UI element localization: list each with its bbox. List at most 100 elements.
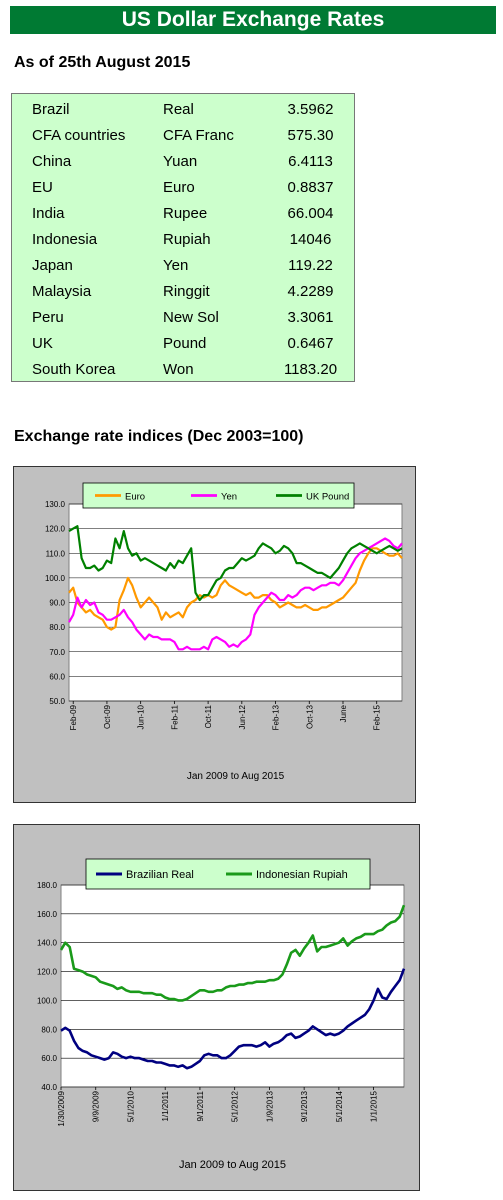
exchange-rates-table: Brazil Real 3.5962 CFA countries CFA Franc 57… — [11, 93, 355, 382]
x-tick-label: Oct-13 — [305, 704, 314, 729]
currency-cell: Won — [163, 360, 194, 378]
series-line-uk-pound — [68, 525, 403, 602]
rate-row: UK Pound 0.6467 — [12, 330, 354, 356]
currency-cell: Yen — [163, 256, 189, 274]
x-tick-label: Jun-10 — [137, 704, 146, 729]
rate-cell: 14046 — [289, 230, 332, 248]
y-tick-label: 90.0 — [49, 599, 65, 608]
legend-box — [82, 482, 355, 509]
x-tick-label: Feb-09 — [69, 704, 78, 730]
x-tick-label: 1/1/2015 — [370, 1090, 379, 1122]
rate-cell: 3.3061 — [287, 308, 334, 326]
chart-2-svg: 180.0 160.0 140.0 120.0 100.0 80.0 60.0 40.01/3… — [37, 858, 406, 1171]
series-line-yen — [68, 537, 403, 651]
x-tick-label: 9/9/2009 — [92, 1090, 101, 1122]
y-tick-label: 80.0 — [41, 1025, 57, 1034]
country-cell: South Korea — [32, 360, 116, 378]
country-cell: India — [32, 204, 65, 222]
exchange-rate-indices-chart: 130.0 120.0 110.0 100.0 90.0 80.0 70.0 60.0 50.0… — [13, 466, 416, 803]
y-tick-label: 100.0 — [37, 996, 58, 1005]
y-tick-label: 60.0 — [49, 672, 65, 681]
rate-cell: 0.8837 — [287, 178, 334, 196]
series-line-euro — [68, 547, 403, 631]
y-tick-label: 100.0 — [45, 574, 66, 583]
rate-row: EU Euro 0.8837 — [12, 174, 354, 200]
country-cell: Brazil — [32, 100, 70, 118]
y-tick-label: 80.0 — [49, 623, 65, 632]
y-tick-label: 120.0 — [37, 968, 58, 977]
country-cell: Peru — [32, 308, 64, 326]
x-tick-label: Jun-12 — [238, 704, 247, 729]
x-tick-label: Feb-13 — [272, 704, 281, 730]
series-line-brazilian-real — [60, 968, 406, 1070]
y-tick-label: 50.0 — [49, 697, 65, 706]
x-tick-label: 1/30/2009 — [57, 1090, 66, 1126]
y-tick-label: 130.0 — [45, 500, 66, 509]
country-cell: UK — [32, 334, 53, 352]
legend-label: Euro — [125, 492, 145, 503]
rate-row: Malaysia Ringgit 4.2289 — [12, 278, 354, 304]
country-cell: Indonesia — [32, 230, 98, 248]
x-tick-label: Feb-15 — [373, 704, 382, 730]
x-tick-label: June — [339, 704, 348, 722]
x-tick-label: 9/1/2013 — [300, 1090, 309, 1122]
rate-cell: 4.2289 — [287, 282, 334, 300]
rate-row: China Yuan 6.4113 — [12, 148, 354, 174]
rate-row: CFA countries CFA Franc 575.30 — [12, 122, 354, 148]
rate-row: Indonesia Rupiah 14046 — [12, 226, 354, 252]
real-rupiah-chart: 180.0 160.0 140.0 120.0 100.0 80.0 60.0 40.0 1/3… — [13, 824, 420, 1191]
series-line-indonesian-rupiah — [59, 904, 406, 1002]
currency-cell: Ringgit — [163, 282, 210, 300]
rate-row: Peru New Sol 3.3061 — [12, 304, 354, 330]
rate-row: India Rupee 66.004 — [12, 200, 354, 226]
rate-row: South Korea Won 1183.20 — [12, 356, 354, 382]
country-cell: EU — [32, 178, 53, 196]
rate-cell: 1183.20 — [283, 360, 338, 378]
legend-label: UK Pound — [306, 492, 349, 503]
country-cell: Malaysia — [32, 282, 92, 300]
page-title: US Dollar Exchange Rates — [10, 6, 496, 34]
y-tick-label: 180.0 — [37, 881, 58, 890]
x-tick-label: Oct-11 — [204, 704, 213, 728]
y-tick-label: 120.0 — [45, 525, 66, 534]
legend-label: Brazilian Real — [126, 869, 194, 881]
x-axis-title: Jan 2009 to Aug 2015 — [179, 1159, 286, 1171]
as-of-date: As of 25th August 2015 — [14, 54, 191, 71]
country-cell: China — [32, 152, 72, 170]
x-tick-label: 1/9/2013 — [265, 1090, 274, 1122]
y-tick-label: 70.0 — [49, 648, 65, 657]
currency-cell: Pound — [163, 334, 207, 352]
rate-cell: 66.004 — [287, 204, 334, 222]
currency-cell: Euro — [163, 178, 195, 196]
rate-row: Brazil Real 3.5962 — [12, 96, 354, 122]
y-tick-label: 160.0 — [37, 910, 58, 919]
rate-cell: 575.30 — [287, 126, 334, 144]
x-tick-label: 9/1/2011 — [196, 1090, 205, 1121]
legend-label: Indonesian Rupiah — [256, 869, 348, 881]
chart-1-svg: 130.0 120.0 110.0 100.0 90.0 80.0 70.0 60.0 50.0… — [45, 482, 403, 782]
x-tick-label: Oct-09 — [103, 704, 112, 729]
rate-cell: 119.22 — [288, 256, 333, 274]
y-tick-label: 140.0 — [37, 939, 58, 948]
y-tick-label: 60.0 — [41, 1054, 57, 1063]
country-cell: CFA countries — [32, 126, 126, 144]
x-tick-label: Feb-11 — [170, 704, 179, 729]
indices-title: Exchange rate indices (Dec 2003=100) — [14, 428, 304, 445]
currency-cell: CFA Franc — [163, 126, 234, 144]
x-tick-label: 5/1/2010 — [126, 1090, 135, 1122]
legend-label: Yen — [221, 492, 237, 503]
rate-cell: 6.4113 — [288, 152, 333, 170]
rate-cell: 0.6467 — [287, 334, 334, 352]
x-tick-label: 5/1/2012 — [231, 1090, 240, 1122]
currency-cell: Rupiah — [163, 230, 211, 248]
currency-cell: Rupee — [163, 204, 208, 222]
x-axis-title: Jan 2009 to Aug 2015 — [187, 771, 285, 782]
currency-cell: Yuan — [163, 152, 198, 170]
country-cell: Japan — [32, 256, 73, 274]
rates-table-grid: Brazil Real 3.5962 CFA countries CFA Franc 57… — [12, 96, 354, 382]
y-tick-label: 110.0 — [46, 549, 66, 558]
currency-cell: New Sol — [163, 308, 219, 326]
rate-row: Japan Yen 119.22 — [12, 252, 354, 278]
currency-cell: Real — [163, 100, 194, 118]
x-tick-label: 5/1/2014 — [335, 1090, 344, 1122]
